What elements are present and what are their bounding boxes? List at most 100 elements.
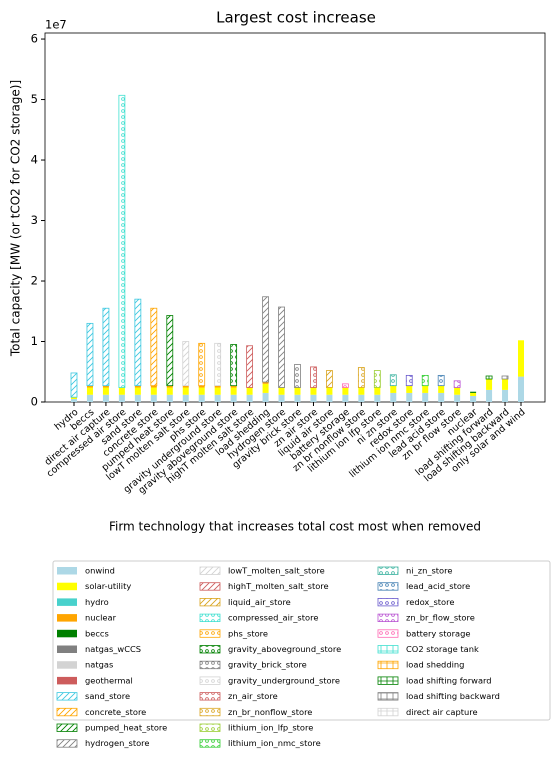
y-tick-label: 1 — [31, 334, 38, 348]
bar-segment — [310, 366, 317, 388]
legend-label: solar-utility — [85, 581, 131, 591]
bar-segment — [86, 394, 93, 402]
legend-label: concrete_store — [85, 707, 146, 717]
bar-segment — [294, 387, 301, 395]
chart-title: Largest cost increase — [216, 9, 376, 27]
bar-segment — [357, 367, 365, 388]
bar-segment — [230, 387, 237, 395]
bar-segment — [150, 307, 158, 387]
legend-swatch — [57, 645, 77, 653]
bar-segment — [118, 94, 126, 388]
bar-segment — [118, 387, 125, 395]
legend-swatch — [57, 629, 77, 638]
legend-swatch — [199, 723, 221, 732]
bar-segment — [134, 298, 142, 387]
legend-swatch — [377, 676, 399, 685]
legend-label: phs_store — [228, 628, 268, 638]
bar-segment — [278, 387, 285, 395]
legend-label: battery storage — [406, 628, 470, 638]
legend-label: beccs — [85, 628, 109, 638]
bar-segment — [166, 387, 173, 395]
legend-swatch — [199, 676, 221, 685]
legend-label: natgas — [85, 660, 113, 670]
legend-swatch — [199, 739, 221, 748]
bar-segment — [342, 394, 349, 402]
legend-swatch — [377, 582, 399, 591]
legend-swatch — [56, 692, 78, 701]
legend-label: load shifting backward — [406, 691, 500, 701]
bar-segment — [262, 382, 269, 384]
bar-segment — [438, 385, 445, 393]
bar-segment — [501, 375, 509, 380]
bar-segment — [310, 394, 317, 402]
bar-segment — [438, 392, 445, 402]
bar-segment — [262, 296, 269, 383]
bar-segment — [374, 394, 381, 402]
bar-segment — [182, 341, 190, 387]
bar-segment — [198, 394, 205, 402]
bar-segment — [453, 380, 461, 388]
bar-segment — [214, 342, 222, 387]
bar-segment — [294, 394, 301, 402]
bar-segment — [470, 391, 477, 393]
bar-segment — [102, 307, 110, 387]
bar-segment — [246, 387, 253, 395]
bar-segment — [470, 392, 477, 396]
bar-segment — [389, 374, 397, 387]
legend-swatch — [57, 676, 77, 685]
bar-segment — [358, 387, 365, 395]
legend-label: zn_br_nonflow_store — [228, 707, 312, 717]
bar-segment — [518, 340, 524, 377]
legend-label: onwind — [85, 566, 115, 576]
legend-swatch — [377, 707, 399, 717]
y-tick-label: 2 — [31, 274, 38, 288]
bar-segment — [485, 375, 493, 380]
legend-label: zn_air_store — [228, 691, 278, 701]
legend-box — [52, 560, 551, 721]
legend-swatch — [199, 707, 221, 717]
legend-swatch — [199, 660, 221, 670]
legend-swatch — [56, 723, 78, 732]
bar-segment — [198, 385, 205, 388]
legend-label: geothermal — [85, 675, 133, 685]
legend-swatch — [199, 645, 221, 654]
bar-segment — [198, 342, 206, 387]
legend-label: lithium_ion_lfp_store — [228, 723, 313, 733]
y-offset-label: 1e7 — [45, 18, 67, 32]
bar-segment — [182, 394, 189, 402]
bar-segment — [230, 385, 237, 388]
bar-segment — [486, 389, 493, 402]
bar-segment — [71, 397, 77, 399]
y-tick-label: 6 — [31, 32, 38, 46]
legend-label: load shedding — [406, 660, 464, 670]
bar-segment — [341, 383, 349, 388]
bar-segment — [134, 394, 141, 402]
bar-segment — [406, 392, 413, 402]
legend-swatch — [377, 598, 399, 607]
bar-segment — [118, 394, 125, 402]
legend-swatch — [199, 582, 221, 591]
legend-label: gravity_underground_store — [228, 675, 340, 685]
bar-segment — [470, 395, 477, 402]
bar-segment — [150, 385, 157, 388]
legend-label: load shifting forward — [406, 675, 492, 685]
bar-segment — [214, 385, 221, 388]
bar-segment — [421, 374, 429, 387]
bar-segment — [262, 383, 269, 393]
y-tick-label: 4 — [31, 153, 38, 167]
bar-segment — [294, 364, 301, 388]
bar-segment — [150, 394, 157, 402]
legend-swatch — [57, 582, 77, 591]
bar-segment — [71, 398, 77, 402]
bar-segment — [326, 370, 333, 388]
legend-label: nuclear — [85, 613, 117, 623]
bar-segment — [214, 394, 221, 402]
bar-segment — [134, 385, 141, 388]
legend-swatch — [57, 598, 77, 606]
legend-label: gravity_brick_store — [228, 660, 307, 670]
bar-segment — [454, 394, 461, 402]
legend-label: sand_store — [85, 691, 130, 701]
y-tick-label: 3 — [31, 213, 38, 227]
bar-segment — [86, 322, 94, 387]
legend-label: ni_zn_store — [406, 566, 452, 576]
